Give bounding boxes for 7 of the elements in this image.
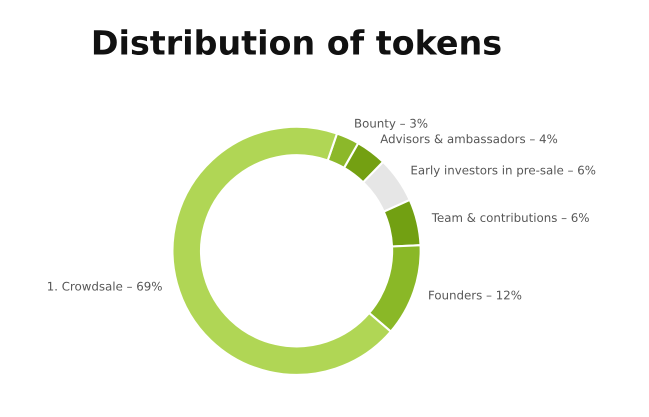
slice-label: Founders – 12%: [429, 290, 522, 300]
slice-label: Team & contributions – 6%: [432, 212, 589, 222]
chart-title: Distribution of tokens: [94, 29, 501, 55]
slice-label: Bounty – 3%: [355, 118, 428, 130]
slice-label: 1. Crowdsale – 69%: [48, 282, 162, 291]
slice-label: Advisors & ambassadors – 4%: [380, 134, 558, 144]
slice-label: Early investors in pre-sale – 6%: [412, 165, 596, 177]
